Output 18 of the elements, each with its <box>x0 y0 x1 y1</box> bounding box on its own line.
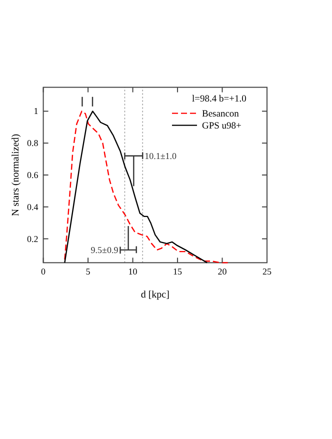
y-tick-label: 1 <box>34 106 38 116</box>
y-tick-label: 0.2 <box>27 234 38 244</box>
annotation: 9.5±0.9 <box>90 244 119 255</box>
x-tick-label: 25 <box>262 266 272 277</box>
x-tick-label: 10 <box>128 266 138 277</box>
y-axis-title: N stars (normalized) <box>10 134 22 216</box>
legend-label: Besancon <box>202 109 240 120</box>
x-tick-label: 5 <box>86 266 91 277</box>
x-axis-title: d [kpc] <box>140 290 170 301</box>
annotation: 10.1±1.0 <box>144 150 178 161</box>
y-tick-label: 0.8 <box>27 138 39 148</box>
legend-title: l=98.4 b=+1.0 <box>192 94 247 104</box>
x-tick-label: 20 <box>218 266 228 277</box>
x-tick-label: 0 <box>41 266 46 277</box>
y-tick-label: 0.6 <box>27 170 39 180</box>
y-tick-label: 0.4 <box>27 202 39 212</box>
x-tick-label: 15 <box>173 266 183 277</box>
legend-label: GPS u98+ <box>202 121 242 132</box>
